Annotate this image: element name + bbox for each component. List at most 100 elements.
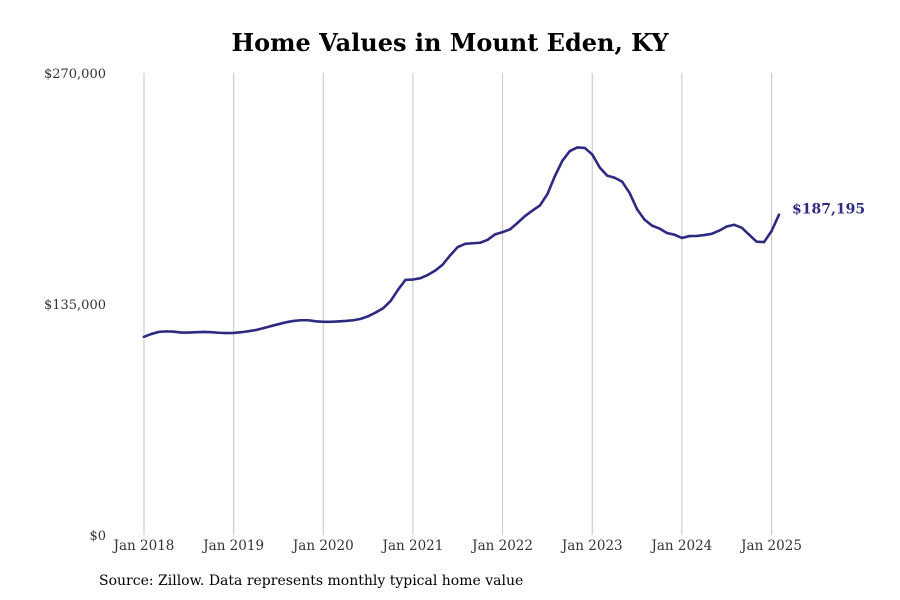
data-point — [591, 153, 594, 156]
data-point — [180, 331, 183, 334]
data-point — [688, 234, 691, 238]
data-point — [658, 227, 661, 230]
x-tick-label: Jan 2018 — [112, 538, 175, 554]
data-point — [478, 241, 482, 244]
data-point — [419, 276, 422, 280]
data-point — [650, 224, 654, 227]
data-point — [546, 192, 549, 196]
data-point — [605, 174, 609, 177]
y-axis-ticks: $0 $135,000 $270,000 — [44, 67, 106, 544]
y-tick-label: $270,000 — [44, 67, 106, 82]
data-point — [157, 330, 161, 334]
data-point — [247, 330, 250, 333]
x-tick-label: Jan 2022 — [470, 538, 533, 554]
data-point — [284, 321, 288, 324]
x-tick-label: Jan 2020 — [291, 538, 354, 554]
data-point — [366, 315, 370, 318]
data-point — [531, 209, 534, 212]
data-point — [755, 240, 758, 243]
data-point — [620, 180, 624, 183]
data-point — [583, 146, 586, 150]
data-point — [523, 214, 527, 218]
x-tick-label: Jan 2021 — [381, 538, 444, 554]
data-point — [613, 176, 616, 179]
data-point — [568, 149, 572, 153]
data-point — [269, 324, 273, 328]
data-point — [359, 317, 362, 321]
x-tick-label: Jan 2023 — [560, 538, 623, 554]
data-point — [538, 204, 542, 207]
data-point — [456, 245, 459, 249]
data-point — [374, 311, 377, 314]
gridlines — [143, 73, 773, 535]
data-point — [770, 229, 773, 233]
data-point — [441, 263, 445, 266]
data-point — [732, 223, 736, 226]
data-point — [718, 229, 721, 232]
data-point — [695, 234, 699, 238]
x-axis-ticks: Jan 2018 Jan 2019 Jan 2020 Jan 2021 Jan 2022… — [112, 538, 802, 554]
data-point — [344, 319, 347, 323]
data-point — [486, 238, 489, 242]
data-point — [217, 331, 220, 334]
data-point — [389, 299, 392, 303]
data-point — [254, 328, 258, 332]
data-point — [172, 330, 176, 333]
end-value-label: $187,195 — [792, 202, 865, 218]
data-point — [561, 159, 564, 162]
data-point — [292, 319, 295, 323]
data-point — [411, 278, 415, 281]
y-tick-label: $0 — [89, 529, 106, 544]
x-tick-label: Jan 2025 — [739, 538, 802, 554]
y-tick-label: $135,000 — [44, 298, 106, 313]
data-point — [628, 191, 631, 195]
data-point — [277, 322, 280, 326]
data-point — [762, 240, 766, 244]
data-point — [329, 320, 332, 323]
data-point — [381, 307, 385, 310]
data-point — [322, 320, 325, 323]
data-point — [210, 331, 213, 334]
x-tick-label: Jan 2019 — [201, 538, 264, 554]
data-point — [747, 233, 751, 236]
data-point — [195, 331, 198, 334]
data-point — [224, 331, 228, 335]
data-point — [740, 226, 743, 229]
chart-title: Home Values in Mount Eden, KY — [231, 28, 669, 57]
data-point — [553, 174, 557, 178]
data-point — [299, 319, 303, 322]
data-point — [232, 331, 235, 335]
data-point — [501, 230, 504, 234]
data-point — [351, 319, 355, 322]
data-point — [777, 213, 781, 216]
data-point — [598, 166, 601, 169]
series-layer — [142, 146, 781, 339]
data-point — [576, 146, 579, 149]
data-point — [673, 233, 676, 236]
data-point — [434, 269, 437, 272]
data-point — [516, 221, 519, 225]
data-point — [262, 326, 265, 330]
data-point — [643, 218, 646, 221]
data-point — [471, 242, 474, 245]
data-point — [508, 228, 512, 231]
data-point — [142, 335, 146, 339]
data-point — [239, 331, 243, 334]
end-label-layer: $187,195 — [792, 202, 865, 218]
data-point — [337, 320, 340, 323]
data-point — [396, 288, 400, 291]
data-point — [635, 208, 639, 211]
data-point — [202, 330, 205, 334]
data-point — [187, 331, 191, 334]
data-point — [680, 236, 684, 240]
x-tick-label: Jan 2024 — [649, 538, 712, 554]
data-point — [703, 233, 706, 237]
series-line — [142, 146, 781, 339]
data-point — [404, 278, 407, 282]
data-point — [725, 225, 728, 228]
data-point — [314, 320, 318, 323]
data-point — [710, 232, 713, 236]
source-note: Source: Zillow. Data represents monthly … — [99, 573, 524, 589]
data-point — [426, 273, 430, 277]
